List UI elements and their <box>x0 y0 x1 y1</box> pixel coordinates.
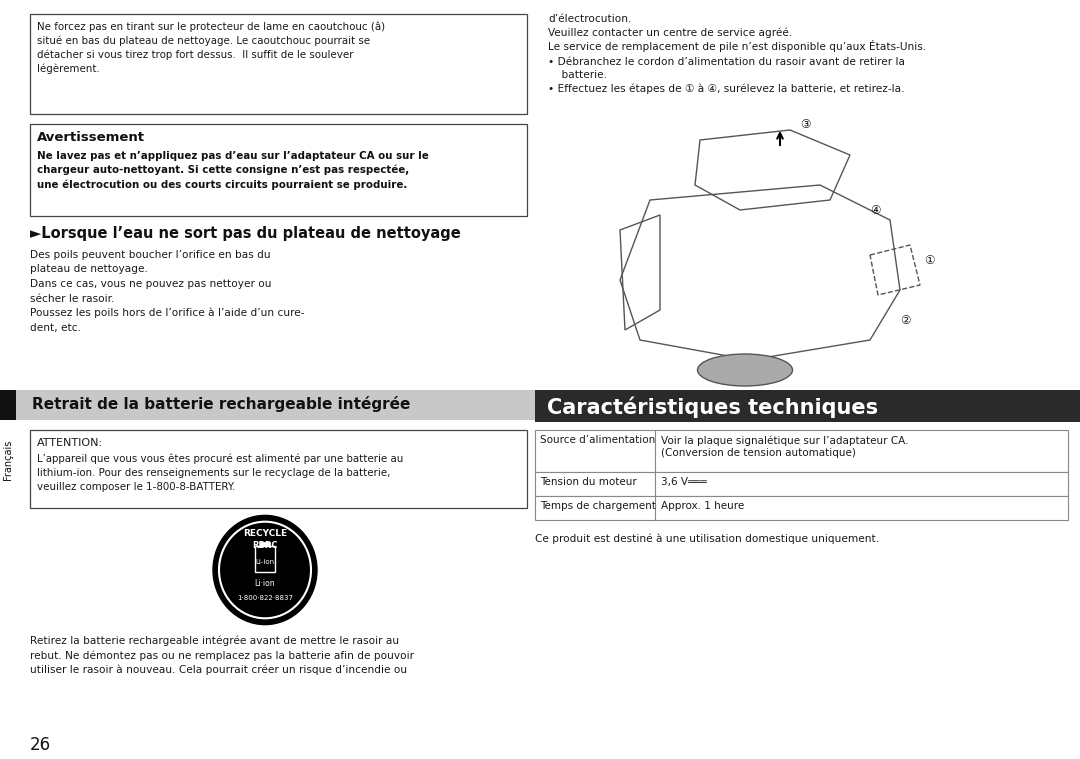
Bar <box>30 124 527 216</box>
Bar <box>0 390 535 420</box>
Text: Li-ion: Li-ion <box>256 559 274 565</box>
Text: • Débranchez le cordon d’alimentation du rasoir avant de retirer la: • Débranchez le cordon d’alimentation du… <box>548 57 905 67</box>
Text: batterie.: batterie. <box>548 70 607 80</box>
Text: Des poils peuvent boucher l’orifice en bas du: Des poils peuvent boucher l’orifice en b… <box>30 250 271 260</box>
Text: Voir la plaque signalétique sur l’adaptateur CA.
(Conversion de tension automati: Voir la plaque signalétique sur l’adapta… <box>661 435 908 458</box>
Text: Retirez la batterie rechargeable intégrée avant de mettre le rasoir au
rebut. Ne: Retirez la batterie rechargeable intégré… <box>30 636 414 676</box>
Text: Ne forcez pas en tirant sur le protecteur de lame en caoutchouc (â)
situé en bas: Ne forcez pas en tirant sur le protecteu… <box>37 21 386 74</box>
Text: sécher le rasoir.: sécher le rasoir. <box>30 294 114 304</box>
Text: Dans ce cas, vous ne pouvez pas nettoyer ou: Dans ce cas, vous ne pouvez pas nettoyer… <box>30 279 271 289</box>
Ellipse shape <box>219 521 311 619</box>
Text: Li·ion: Li·ion <box>255 580 275 588</box>
Text: • Effectuez les étapes de ① à ④, surélevez la batterie, et retirez-la.: • Effectuez les étapes de ① à ④, surélev… <box>548 83 905 93</box>
Bar <box>30 430 527 508</box>
Bar <box>535 496 1068 520</box>
Text: plateau de nettoyage.: plateau de nettoyage. <box>30 264 148 275</box>
Text: Ne lavez pas et n’appliquez pas d’eau sur l’adaptateur CA ou sur le
chargeur aut: Ne lavez pas et n’appliquez pas d’eau su… <box>37 151 429 190</box>
Text: Caractéristiques techniques: Caractéristiques techniques <box>546 396 878 417</box>
Text: Ce produit est destiné à une utilisation domestique uniquement.: Ce produit est destiné à une utilisation… <box>535 534 879 544</box>
Text: L’appareil que vous vous êtes procuré est alimenté par une batterie au
lithium-i: L’appareil que vous vous êtes procuré es… <box>37 454 403 492</box>
Text: Poussez les poils hors de l’orifice à l’aide d’un cure-: Poussez les poils hors de l’orifice à l’… <box>30 308 305 319</box>
Text: Approx. 1 heure: Approx. 1 heure <box>661 501 744 511</box>
Text: Français: Français <box>3 439 13 480</box>
Text: dent, etc.: dent, etc. <box>30 323 81 332</box>
Text: ③: ③ <box>800 118 810 131</box>
Text: ►Lorsque l’eau ne sort pas du plateau de nettoyage: ►Lorsque l’eau ne sort pas du plateau de… <box>30 226 461 241</box>
Bar <box>255 546 275 572</box>
Text: 3,6 V═══: 3,6 V═══ <box>661 477 706 487</box>
Bar <box>30 14 527 114</box>
Bar <box>535 472 1068 496</box>
Bar <box>0 390 16 420</box>
Bar <box>260 542 270 546</box>
Text: ④: ④ <box>870 203 880 216</box>
Text: d’électrocution.: d’électrocution. <box>548 14 632 24</box>
Text: Retrait de la batterie rechargeable intégrée: Retrait de la batterie rechargeable inté… <box>32 396 410 412</box>
Text: ①: ① <box>924 254 934 266</box>
Text: RBRC: RBRC <box>253 541 278 550</box>
Text: Source d’alimentation: Source d’alimentation <box>540 435 656 445</box>
Ellipse shape <box>698 354 793 386</box>
Bar <box>535 390 1080 422</box>
Text: Veuillez contacter un centre de service agréé.: Veuillez contacter un centre de service … <box>548 27 793 37</box>
Ellipse shape <box>213 515 318 625</box>
Text: ②: ② <box>900 313 910 326</box>
Text: Tension du moteur: Tension du moteur <box>540 477 637 487</box>
Bar <box>535 430 1068 472</box>
Text: Temps de chargement: Temps de chargement <box>540 501 656 511</box>
Text: Avertissement: Avertissement <box>37 131 145 144</box>
Text: Le service de remplacement de pile n’est disponible qu’aux États-Unis.: Le service de remplacement de pile n’est… <box>548 40 927 52</box>
Text: 26: 26 <box>30 736 51 754</box>
Text: RECYCLE: RECYCLE <box>243 528 287 537</box>
Text: ATTENTION:: ATTENTION: <box>37 438 103 448</box>
Text: 1·800·822·8837: 1·800·822·8837 <box>237 595 293 601</box>
